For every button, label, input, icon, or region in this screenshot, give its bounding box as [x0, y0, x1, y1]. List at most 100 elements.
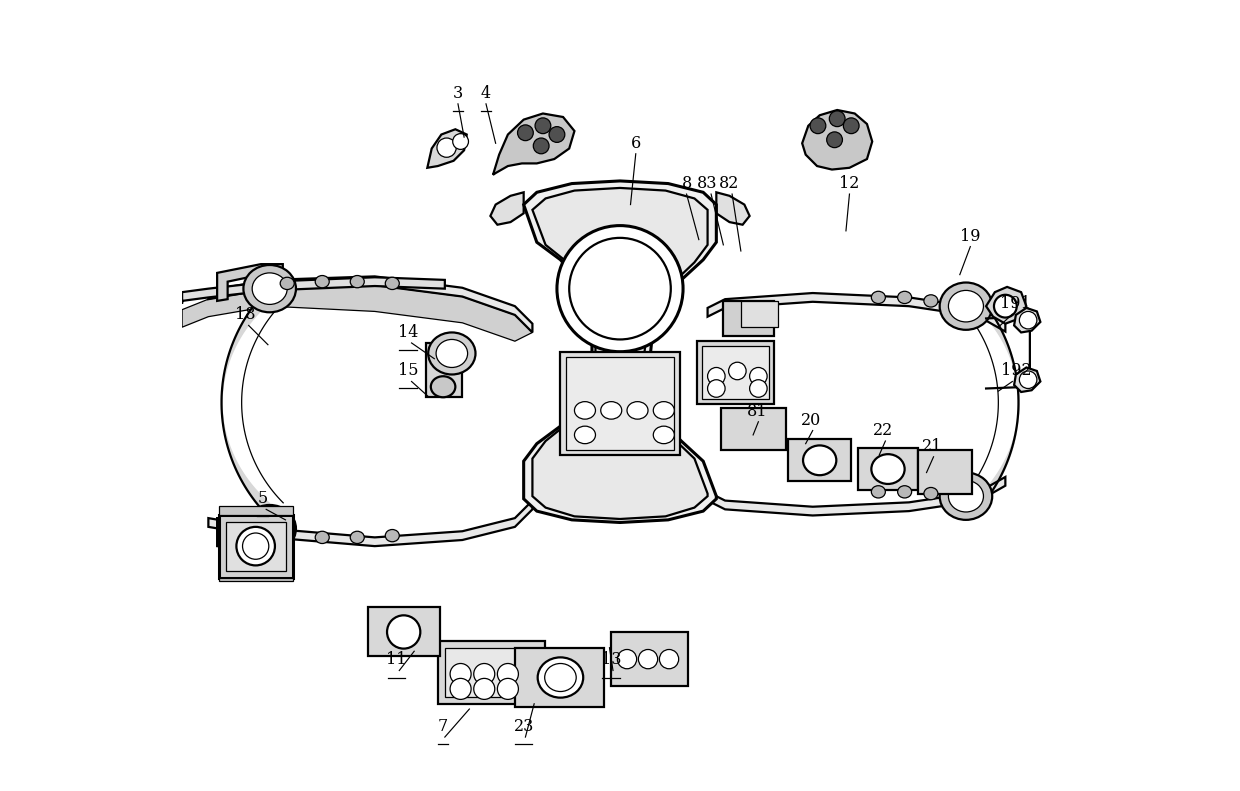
Ellipse shape	[618, 649, 636, 668]
Polygon shape	[219, 506, 294, 515]
Ellipse shape	[804, 445, 836, 475]
Polygon shape	[717, 192, 750, 225]
Ellipse shape	[843, 118, 859, 134]
Ellipse shape	[810, 118, 826, 134]
Polygon shape	[217, 518, 283, 551]
Ellipse shape	[252, 513, 288, 544]
Ellipse shape	[653, 426, 675, 444]
Bar	[368, 607, 440, 657]
Polygon shape	[208, 501, 532, 546]
Text: 22: 22	[873, 422, 893, 439]
Bar	[226, 521, 286, 570]
Text: 81: 81	[746, 403, 766, 420]
Ellipse shape	[430, 377, 455, 397]
Text: 191: 191	[1001, 295, 1032, 312]
Polygon shape	[428, 129, 466, 168]
Bar	[723, 301, 774, 336]
Text: 3: 3	[453, 85, 463, 102]
Ellipse shape	[660, 649, 678, 668]
Ellipse shape	[450, 679, 471, 699]
Ellipse shape	[517, 125, 533, 141]
Text: 4: 4	[481, 85, 491, 102]
Ellipse shape	[994, 295, 1017, 317]
Text: 7: 7	[438, 718, 448, 735]
Ellipse shape	[544, 664, 577, 691]
Ellipse shape	[600, 402, 621, 419]
Polygon shape	[708, 477, 1006, 516]
Bar	[219, 515, 294, 577]
Ellipse shape	[924, 487, 937, 500]
Ellipse shape	[237, 527, 275, 566]
Bar	[515, 648, 604, 707]
Ellipse shape	[750, 380, 768, 397]
Ellipse shape	[898, 291, 911, 304]
Ellipse shape	[627, 402, 649, 419]
Polygon shape	[708, 293, 1006, 331]
Text: 5: 5	[258, 490, 268, 507]
Ellipse shape	[1019, 371, 1037, 388]
Polygon shape	[1014, 368, 1040, 392]
Text: 82: 82	[718, 175, 739, 192]
Ellipse shape	[533, 138, 549, 153]
Polygon shape	[802, 110, 872, 169]
Bar	[425, 343, 463, 397]
Text: 15: 15	[398, 362, 418, 380]
Ellipse shape	[474, 664, 495, 684]
Ellipse shape	[350, 275, 365, 288]
Polygon shape	[219, 577, 294, 581]
Bar	[697, 341, 774, 404]
Polygon shape	[494, 113, 574, 175]
Polygon shape	[523, 181, 717, 523]
Ellipse shape	[243, 265, 296, 312]
Bar	[560, 352, 680, 455]
Ellipse shape	[549, 127, 565, 142]
Ellipse shape	[653, 402, 675, 419]
Ellipse shape	[534, 118, 551, 134]
Polygon shape	[1014, 308, 1040, 332]
Ellipse shape	[949, 290, 983, 322]
Text: 11: 11	[387, 652, 407, 668]
Ellipse shape	[830, 111, 846, 127]
Bar	[789, 439, 851, 482]
Ellipse shape	[428, 332, 475, 374]
Bar	[720, 408, 786, 450]
Text: 13: 13	[601, 652, 621, 668]
Bar	[438, 641, 544, 704]
Ellipse shape	[450, 664, 471, 684]
Ellipse shape	[252, 273, 288, 305]
Ellipse shape	[436, 138, 456, 157]
Ellipse shape	[569, 238, 671, 339]
Ellipse shape	[557, 225, 683, 352]
Ellipse shape	[386, 529, 399, 542]
Text: 18: 18	[234, 306, 255, 324]
Ellipse shape	[497, 679, 518, 699]
Ellipse shape	[453, 134, 469, 149]
Text: 20: 20	[801, 411, 821, 429]
Bar	[565, 357, 675, 450]
Text: 8: 8	[682, 175, 692, 192]
Ellipse shape	[898, 486, 911, 498]
Polygon shape	[532, 188, 708, 519]
Ellipse shape	[708, 380, 725, 397]
Ellipse shape	[872, 291, 885, 304]
Bar	[445, 648, 538, 697]
Ellipse shape	[436, 339, 467, 368]
Ellipse shape	[924, 295, 937, 307]
Polygon shape	[986, 287, 1027, 324]
Ellipse shape	[350, 532, 365, 543]
Text: 83: 83	[697, 175, 718, 192]
Ellipse shape	[315, 275, 330, 288]
Ellipse shape	[387, 615, 420, 649]
Ellipse shape	[940, 282, 992, 330]
Polygon shape	[490, 192, 523, 225]
Text: 21: 21	[921, 437, 942, 455]
Ellipse shape	[386, 278, 399, 290]
Text: 192: 192	[1001, 362, 1032, 380]
Polygon shape	[182, 278, 445, 304]
Ellipse shape	[949, 480, 983, 512]
Ellipse shape	[474, 679, 495, 699]
Ellipse shape	[243, 533, 269, 559]
Ellipse shape	[639, 649, 657, 668]
Ellipse shape	[497, 664, 518, 684]
Ellipse shape	[708, 368, 725, 385]
